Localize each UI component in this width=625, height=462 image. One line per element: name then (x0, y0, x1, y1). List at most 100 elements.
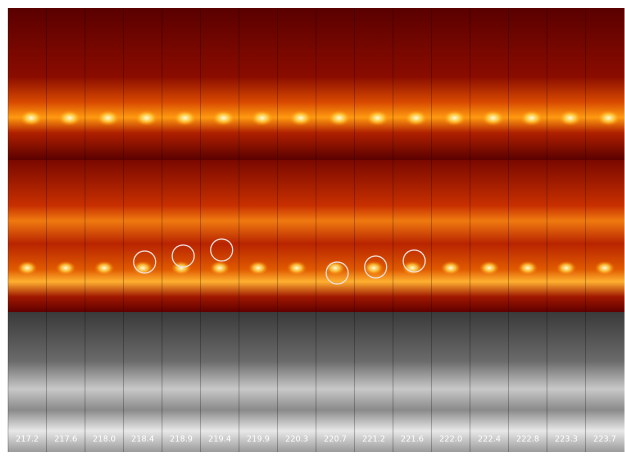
bright-spot (173, 110, 198, 126)
bright-spot (404, 110, 429, 126)
highlight-circle (402, 249, 426, 273)
bright-spot (365, 110, 390, 126)
gray-strip (585, 312, 625, 452)
red-strip-top (354, 8, 394, 160)
red-strip-mid (316, 160, 355, 312)
red-strip-top (431, 8, 471, 160)
frame-label: 221.2 (362, 435, 385, 444)
red-strip-top (393, 8, 432, 160)
highlight-circle (325, 261, 349, 285)
frame-label: 219.4 (208, 435, 231, 444)
frame-label: 220.7 (324, 435, 347, 444)
gray-strip (239, 312, 278, 452)
gray-strip (123, 312, 163, 452)
bright-spot (57, 110, 82, 126)
bright-spot (288, 110, 313, 126)
bright-spot (517, 261, 538, 275)
red-strip-mid (354, 160, 394, 312)
red-strip-mid (547, 160, 586, 312)
red-strip-top (316, 8, 355, 160)
red-strip-top (162, 8, 201, 160)
bright-spot (596, 110, 621, 126)
frame-label: 222.4 (478, 435, 501, 444)
bright-spot (134, 110, 159, 126)
bright-spot (55, 261, 76, 275)
red-strip-top (277, 8, 317, 160)
bright-spot (17, 261, 38, 275)
red-strip-mid (200, 160, 240, 312)
bright-spot (209, 261, 230, 275)
frame-label: 222.8 (516, 435, 539, 444)
bright-spot (250, 110, 275, 126)
gray-strip (46, 312, 86, 452)
gray-strip (277, 312, 317, 452)
gray-strip (316, 312, 355, 452)
bright-spot (248, 261, 269, 275)
red-strip-mid (585, 160, 625, 312)
frame-label: 223.7 (593, 435, 616, 444)
bright-spot (286, 261, 307, 275)
frame-label: 218.9 (170, 435, 193, 444)
gray-strip (508, 312, 548, 452)
red-strip-mid (277, 160, 317, 312)
highlight-circle (364, 255, 388, 279)
bright-spot (481, 110, 506, 126)
red-strip-mid (431, 160, 471, 312)
red-strip-top (8, 8, 47, 160)
red-strip-top (508, 8, 548, 160)
bright-spot (363, 261, 384, 275)
red-strip-top (123, 8, 163, 160)
red-strip-mid (46, 160, 86, 312)
red-strip-mid (508, 160, 548, 312)
red-strip-top (239, 8, 278, 160)
bright-spot (519, 110, 544, 126)
red-strip-top (470, 8, 509, 160)
frame-label: 218.4 (131, 435, 154, 444)
frame-label: 220.3 (285, 435, 308, 444)
red-strip-mid (393, 160, 432, 312)
frame-label: 217.6 (54, 435, 77, 444)
bright-spot (440, 261, 461, 275)
bright-spot (211, 110, 236, 126)
bright-spot (556, 261, 577, 275)
red-strip-mid (470, 160, 509, 312)
gray-strip (8, 312, 47, 452)
bright-spot (479, 261, 500, 275)
bright-spot (442, 110, 467, 126)
bright-spot (96, 110, 121, 126)
highlight-circle (133, 250, 157, 274)
highlight-circle (210, 238, 234, 262)
red-strip-mid (8, 160, 47, 312)
gray-strip (354, 312, 394, 452)
red-strip-mid (123, 160, 163, 312)
gray-strip (200, 312, 240, 452)
red-strip-mid (239, 160, 278, 312)
red-strip-top (585, 8, 625, 160)
red-strip-mid (162, 160, 201, 312)
frame-label: 218.0 (93, 435, 116, 444)
frame-label: 222.0 (439, 435, 462, 444)
bright-spot (19, 110, 44, 126)
bright-spot (327, 110, 352, 126)
gray-strip (431, 312, 471, 452)
gray-strip (162, 312, 201, 452)
bright-spot (558, 110, 583, 126)
red-strip-mid (85, 160, 124, 312)
red-strip-top (46, 8, 86, 160)
frame-labels: 217.2 217.6 218.0 218.4 218.9 219.4 219.9 220.3… (16, 435, 616, 444)
red-strip-top (200, 8, 240, 160)
image-strips (7, 8, 625, 452)
gray-strip (85, 312, 124, 452)
gray-strip (470, 312, 509, 452)
frame-label: 223.3 (555, 435, 578, 444)
red-strip-top (85, 8, 124, 160)
frame-label: 217.2 (16, 435, 39, 444)
red-strip-top (547, 8, 586, 160)
bright-spot (594, 261, 615, 275)
bright-spot (132, 261, 153, 275)
frame-label: 219.9 (247, 435, 270, 444)
highlight-circles (133, 238, 426, 285)
gray-strip (393, 312, 432, 452)
frame-label: 221.6 (401, 435, 424, 444)
